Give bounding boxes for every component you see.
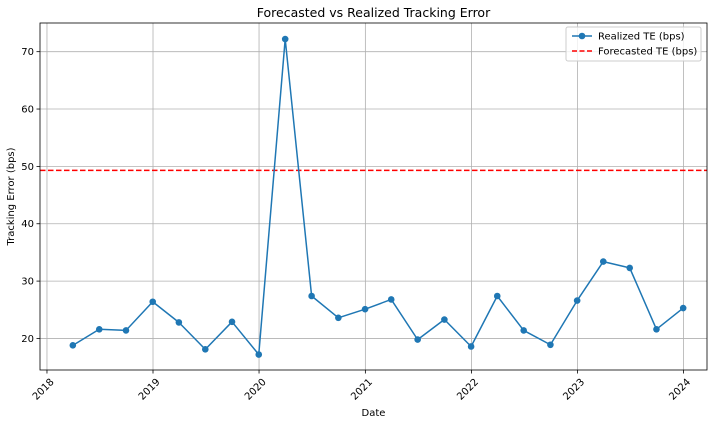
realized-point xyxy=(414,336,421,343)
realized-point xyxy=(201,346,209,353)
y-tick-label: 30 xyxy=(21,277,34,288)
legend-realized-label: Realized TE (bps) xyxy=(598,32,685,43)
realized-point xyxy=(308,292,315,300)
y-tick-label: 40 xyxy=(21,219,34,230)
y-tick-label: 70 xyxy=(21,47,34,58)
realized-point xyxy=(520,327,527,334)
realized-line xyxy=(72,38,684,356)
realized-point xyxy=(547,341,554,349)
realized-point xyxy=(626,264,634,272)
realized-point xyxy=(361,305,369,313)
realized-point xyxy=(149,298,157,306)
legend-forecast-label: Forecasted TE (bps) xyxy=(598,47,697,58)
realized-point xyxy=(95,325,103,333)
realized-point xyxy=(281,35,289,43)
y-tick-label: 20 xyxy=(21,334,34,345)
x-axis-label: Date xyxy=(362,408,386,419)
series-layer xyxy=(69,35,687,358)
legend-realized-marker xyxy=(578,32,586,40)
y-tick-label: 60 xyxy=(21,105,34,116)
realized-point xyxy=(441,316,448,323)
realized-point xyxy=(175,319,183,326)
realized-point xyxy=(573,297,581,304)
realized-point xyxy=(335,314,342,322)
realized-point xyxy=(69,342,77,349)
realized-point xyxy=(679,304,687,312)
realized-point xyxy=(122,327,130,334)
plot-area-frame xyxy=(39,22,708,371)
realized-point xyxy=(387,296,395,303)
realized-point xyxy=(493,292,501,300)
chart-title: Forecasted vs Realized Tracking Error xyxy=(257,5,491,20)
realized-point xyxy=(599,258,607,265)
legend-box xyxy=(565,26,702,62)
y-axis-label: Tracking Error (bps) xyxy=(6,147,17,246)
realized-point xyxy=(653,325,660,333)
realized-point xyxy=(255,351,263,358)
y-axis: 20 30 40 50 60 70 xyxy=(21,47,40,345)
legend: Realized TE (bps) Forecasted TE (bps) xyxy=(565,26,702,62)
realized-point xyxy=(228,318,236,326)
y-tick-label: 50 xyxy=(21,162,34,173)
realized-point xyxy=(467,343,475,350)
